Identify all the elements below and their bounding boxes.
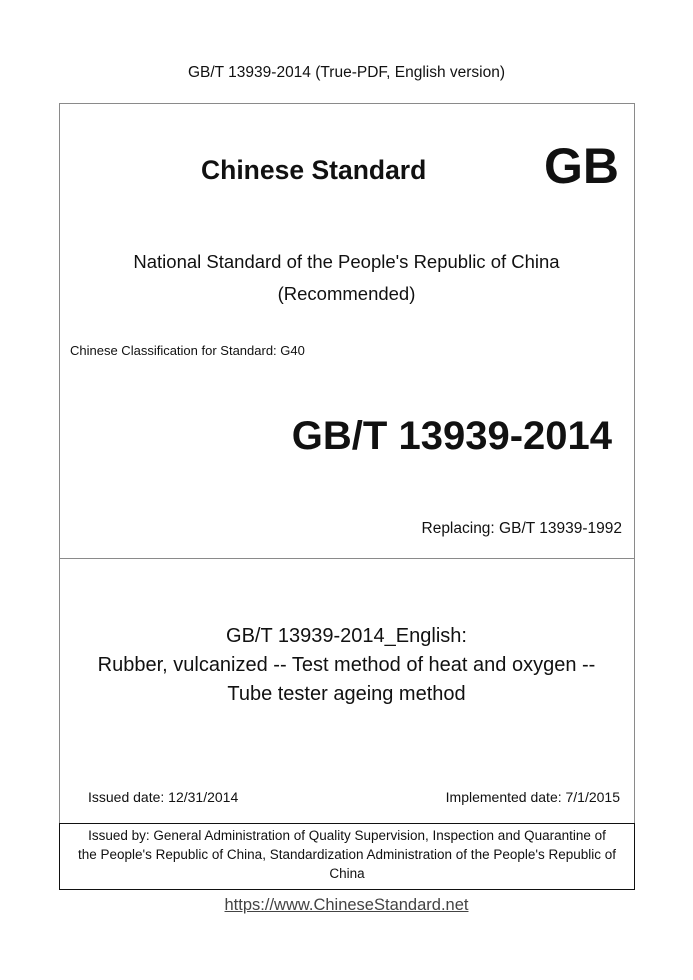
- cover-frame: [59, 103, 635, 824]
- classification: Chinese Classification for Standard: G40: [70, 343, 305, 358]
- issuer-line-3: China: [329, 866, 365, 881]
- replacing-note: Replacing: GB/T 13939-1992: [421, 520, 623, 537]
- title-line-1: GB/T 13939-2014_English:: [226, 625, 467, 647]
- issuer-line-2: the People's Republic of China, Standard…: [78, 847, 616, 862]
- footer-link[interactable]: https://www.ChineseStandard.net: [224, 896, 469, 914]
- issued-date: Issued date: 12/31/2014: [88, 789, 239, 805]
- standard-number: GB/T 13939-2014: [291, 414, 612, 458]
- title-line-3: Tube tester ageing method: [227, 683, 466, 705]
- implemented-date: Implemented date: 7/1/2015: [445, 789, 620, 805]
- gb-mark: GB: [544, 138, 619, 194]
- section-divider: [59, 558, 634, 559]
- page-header: GB/T 13939-2014 (True-PDF, English versi…: [187, 64, 506, 81]
- national-standard-line: National Standard of the People's Republ…: [133, 251, 560, 272]
- brand-title: Chinese Standard: [201, 155, 427, 185]
- issuer-box: Issued by: General Administration of Qua…: [59, 823, 635, 890]
- recommended-line: (Recommended): [277, 283, 416, 304]
- issuer-line-1: Issued by: General Administration of Qua…: [88, 828, 606, 843]
- title-line-2: Rubber, vulcanized -- Test method of hea…: [97, 654, 596, 676]
